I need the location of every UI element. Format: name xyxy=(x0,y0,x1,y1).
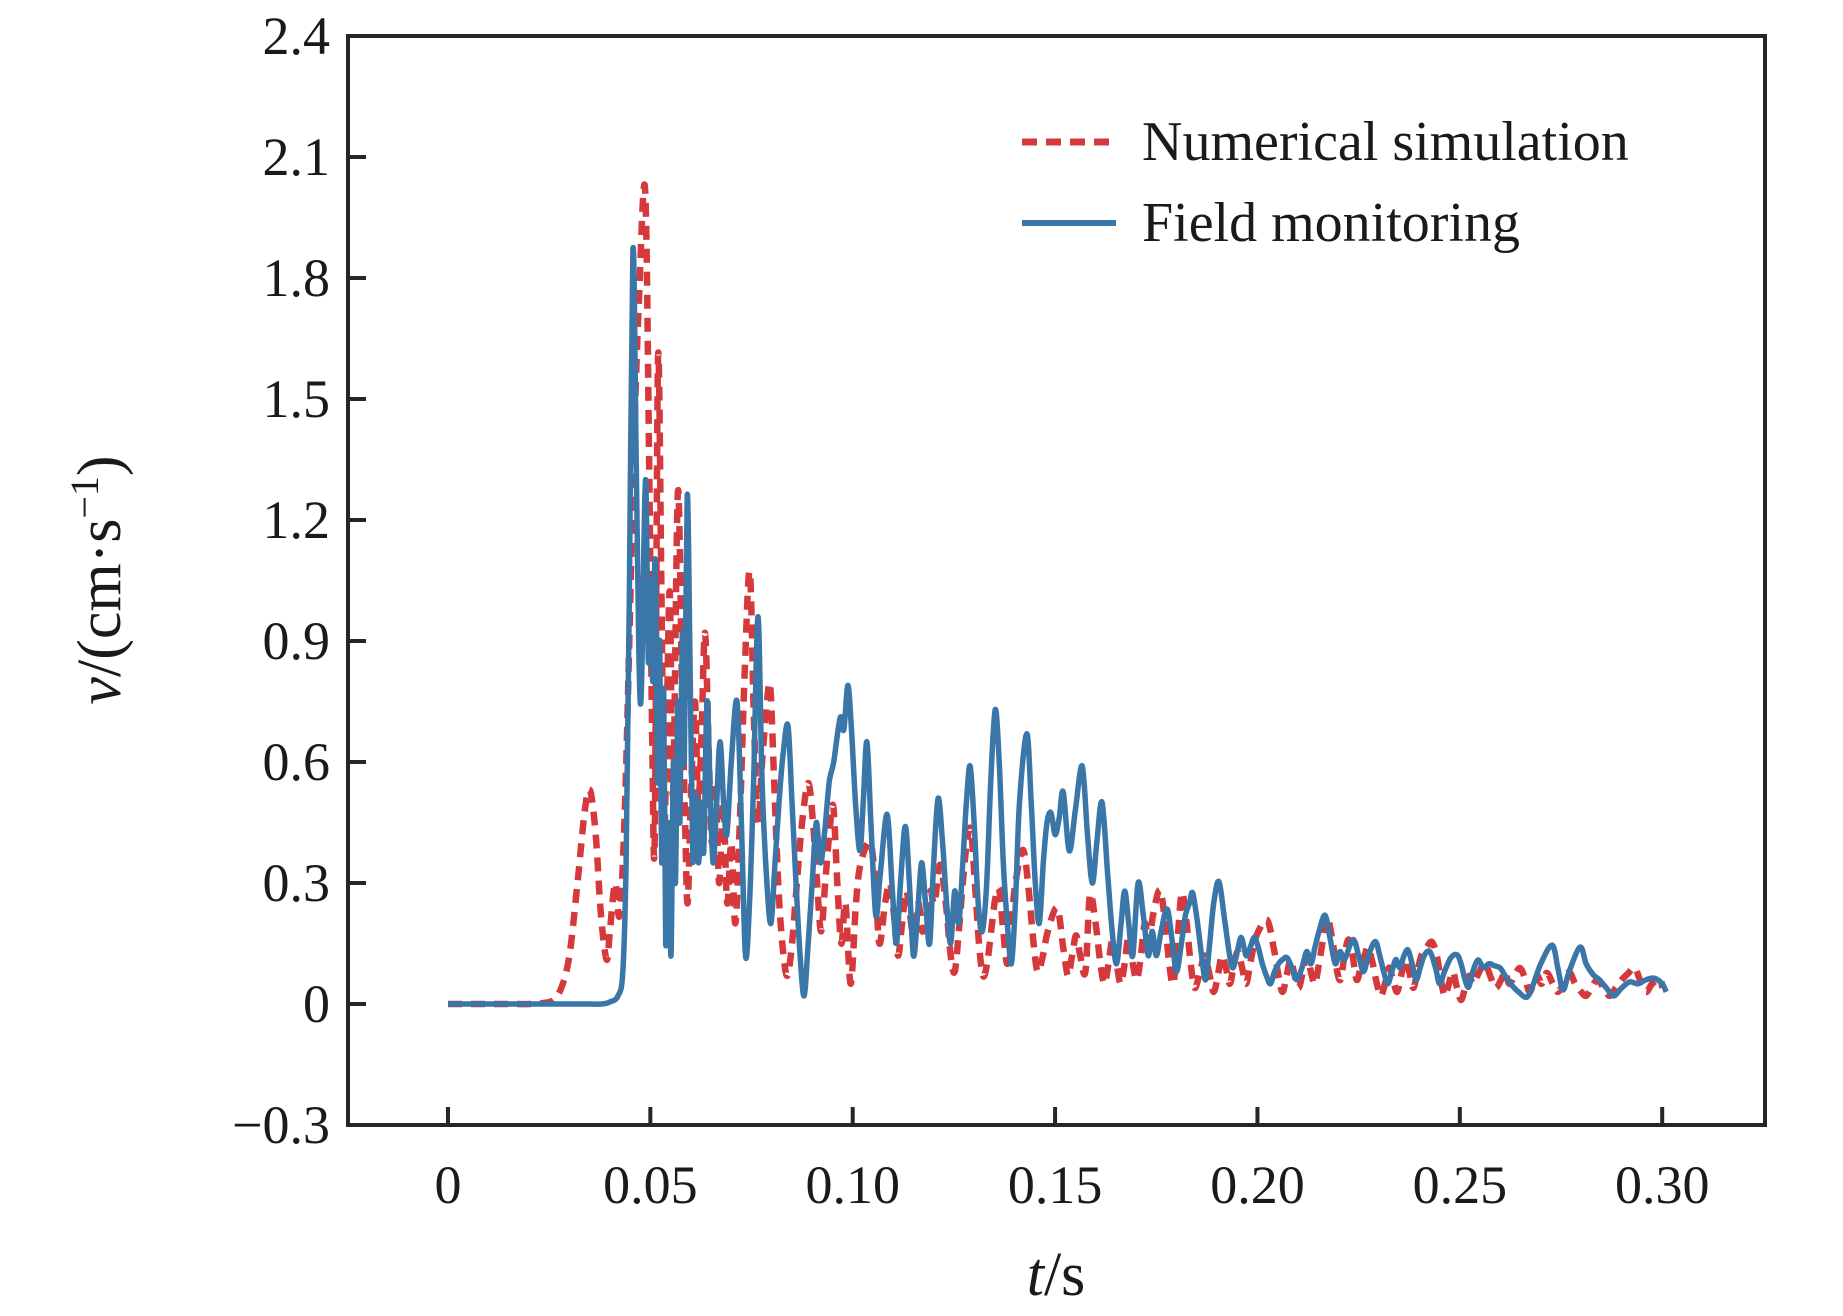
legend-label-numerical-simulation: Numerical simulation xyxy=(1142,111,1629,173)
x-tick-label: 0.05 xyxy=(603,1155,698,1215)
x-axis-label-symbol: t xyxy=(1027,1241,1046,1309)
y-tick-label: 1.5 xyxy=(263,369,331,429)
y-tick-label: −0.3 xyxy=(232,1095,330,1155)
x-tick-label: 0.25 xyxy=(1413,1155,1508,1215)
legend-item-field-monitoring: Field monitoring xyxy=(1022,192,1520,254)
y-axis-label-units: /(cm·s xyxy=(66,519,134,677)
x-tick-label: 0 xyxy=(434,1155,461,1215)
x-tick-label: 0.30 xyxy=(1615,1155,1710,1215)
axis-tick-labels: 0 0.05 0.10 0.15 0.20 0.25 0.30 −0.3 0 0.3 0.6 0.9 1… xyxy=(232,6,1709,1215)
y-tick-label: 0.3 xyxy=(263,853,331,913)
series-lines xyxy=(448,181,1669,1008)
legend-item-numerical-simulation: Numerical simulation xyxy=(1022,111,1629,173)
y-axis-label-close: ) xyxy=(66,455,134,476)
y-tick-label: 0.9 xyxy=(263,611,331,671)
x-tick-label: 0.20 xyxy=(1210,1155,1305,1215)
y-tick-label: 1.8 xyxy=(263,248,331,308)
y-axis-label-symbol: v xyxy=(66,677,134,705)
series-line-numerical-simulation xyxy=(448,181,1666,1008)
x-tick-label: 0.10 xyxy=(805,1155,900,1215)
y-axis-label-exponent: −1 xyxy=(62,476,107,519)
y-tick-label: 1.2 xyxy=(263,490,331,550)
legend: Numerical simulation Field monitoring xyxy=(1022,111,1629,254)
y-axis-label: v/(cm·s−1) xyxy=(62,455,134,704)
y-tick-label: 0.6 xyxy=(263,732,331,792)
y-tick-label: 2.4 xyxy=(263,6,331,66)
y-tick-label: 2.1 xyxy=(263,127,331,187)
x-tick-label: 0.15 xyxy=(1008,1155,1103,1215)
legend-label-field-monitoring: Field monitoring xyxy=(1142,192,1520,254)
plot-frame xyxy=(346,34,1767,1127)
x-axis-label-units: /s xyxy=(1044,1241,1085,1309)
x-axis-label: t/s xyxy=(1027,1241,1086,1309)
y-tick-label: 0 xyxy=(303,974,330,1034)
series-line-field-monitoring xyxy=(448,244,1669,1007)
